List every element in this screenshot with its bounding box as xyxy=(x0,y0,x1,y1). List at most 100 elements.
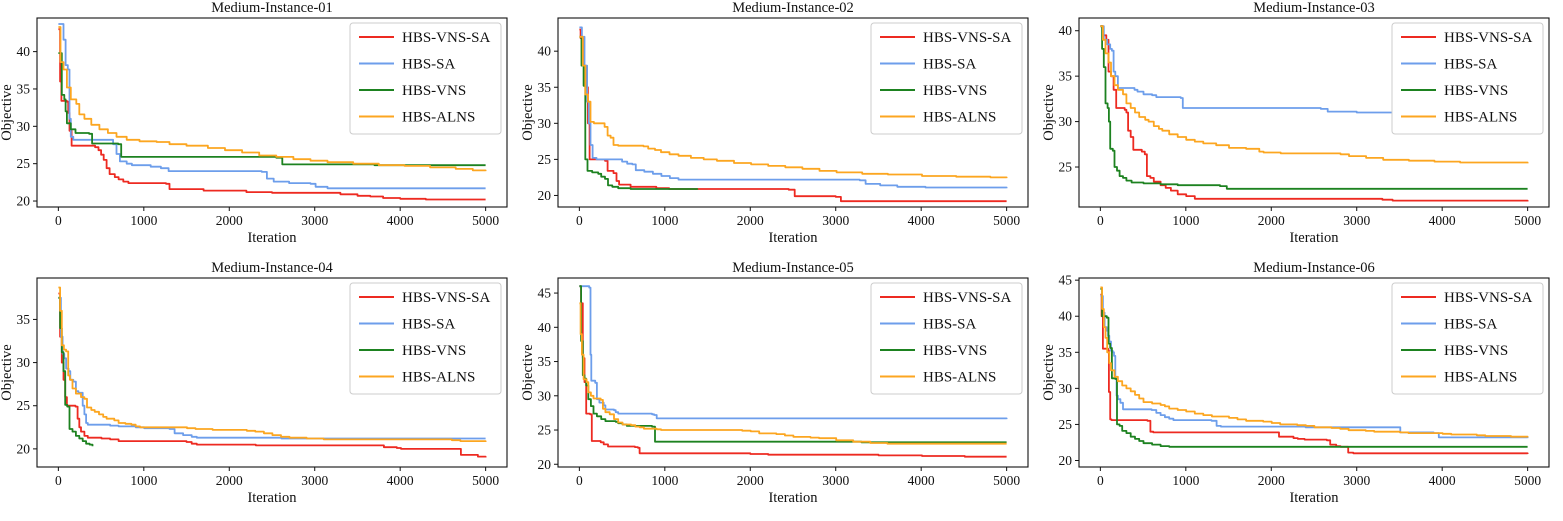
legend-label-hbs-alns: HBS-ALNS xyxy=(1444,110,1517,126)
x-axis-label: Iteration xyxy=(247,490,297,506)
axes-spines xyxy=(557,17,1029,208)
legend-label-hbs-vns: HBS-VNS xyxy=(923,343,987,359)
chart-svg-medium-instance-02: Medium-Instance-02 20 25 30 35 40 0 1000 2000 300… xyxy=(521,0,1029,246)
y-tick-label: 20 xyxy=(538,188,552,203)
legend-label-hbs-sa: HBS-SA xyxy=(402,317,456,333)
x-tick-label: 5000 xyxy=(1514,473,1541,488)
x-tick-label: 4000 xyxy=(908,213,935,228)
y-tick-label: 40 xyxy=(1059,309,1073,324)
legend-label-hbs-vns: HBS-VNS xyxy=(1444,83,1508,99)
series-group xyxy=(1100,286,1529,455)
y-tick-label: 40 xyxy=(1059,23,1073,38)
x-tick-label: 3000 xyxy=(1343,473,1370,488)
x-tick-label: 5000 xyxy=(472,473,499,488)
x-axis-label: Iteration xyxy=(768,490,818,506)
chart-svg-medium-instance-01: Medium-Instance-01 20 25 30 35 40 0 1000 2000 300… xyxy=(0,0,508,246)
chart-medium-instance-04: Medium-Instance-04 20 25 30 35 0 1000 2000 3000 4… xyxy=(0,260,521,520)
legend-label-hbs-vns: HBS-VNS xyxy=(402,83,466,99)
x-tick-label: 4000 xyxy=(1429,473,1456,488)
x-tick-label: 0 xyxy=(55,213,62,228)
axes-spines xyxy=(36,277,508,468)
legend-label-hbs-vns-sa: HBS-VNS-SA xyxy=(1444,30,1533,46)
legend-label-hbs-vns: HBS-VNS xyxy=(1444,343,1508,359)
legend-label-hbs-sa: HBS-SA xyxy=(1444,317,1498,333)
x-tick-label: 1000 xyxy=(1172,473,1199,488)
legend-label-hbs-vns: HBS-VNS xyxy=(923,83,987,99)
y-tick-label: 20 xyxy=(1059,453,1073,468)
x-tick-label: 4000 xyxy=(1429,213,1456,228)
legend-box xyxy=(349,282,502,395)
chart-svg-medium-instance-06: Medium-Instance-06 20 25 30 35 40 45 0 1000 2000 3… xyxy=(1042,260,1550,506)
axes-spines xyxy=(1078,277,1550,468)
series-line-hbs-sa xyxy=(579,285,1008,420)
y-tick-label: 30 xyxy=(1059,381,1073,396)
y-tick-label: 25 xyxy=(538,423,552,438)
series-line-hbs-alns xyxy=(579,302,1007,445)
x-tick-label: 2000 xyxy=(737,213,764,228)
series-line-hbs-alns xyxy=(58,26,487,172)
y-tick-label: 30 xyxy=(538,116,552,131)
chart-medium-instance-03: Medium-Instance-03 25 30 35 40 0 1000 2000 3000 4… xyxy=(1042,0,1563,260)
legend-box xyxy=(1391,282,1544,395)
y-tick-label: 25 xyxy=(538,152,552,167)
y-tick-label: 40 xyxy=(538,44,552,59)
x-tick-label: 5000 xyxy=(993,213,1020,228)
y-axis-label: Objective xyxy=(1042,344,1057,400)
legend-label-hbs-vns-sa: HBS-VNS-SA xyxy=(402,30,491,46)
y-axis-label: Objective xyxy=(1042,84,1057,140)
y-tick-label: 30 xyxy=(17,119,31,134)
x-tick-label: 0 xyxy=(576,213,583,228)
y-tick-label: 20 xyxy=(538,457,552,472)
y-tick-label: 35 xyxy=(1059,69,1073,84)
x-tick-label: 4000 xyxy=(387,473,414,488)
y-tick-label: 25 xyxy=(17,398,31,413)
x-axis-label: Iteration xyxy=(1289,230,1339,246)
x-tick-label: 0 xyxy=(576,473,583,488)
legend-label-hbs-sa: HBS-SA xyxy=(923,57,977,73)
x-tick-label: 3000 xyxy=(822,213,849,228)
y-tick-label: 35 xyxy=(1059,345,1073,360)
x-tick-label: 1000 xyxy=(130,213,157,228)
series-group xyxy=(58,23,487,201)
legend-label-hbs-sa: HBS-SA xyxy=(402,57,456,73)
series-line-hbs-sa xyxy=(1100,25,1528,114)
y-axis-label: Objective xyxy=(521,344,536,400)
x-axis-label: Iteration xyxy=(1289,490,1339,506)
legend-label-hbs-alns: HBS-ALNS xyxy=(402,110,475,126)
x-tick-label: 3000 xyxy=(301,473,328,488)
axes-spines xyxy=(1078,17,1550,208)
x-tick-label: 2000 xyxy=(216,473,243,488)
x-tick-label: 0 xyxy=(1097,213,1104,228)
series-line-hbs-sa xyxy=(579,26,1008,189)
x-tick-label: 1000 xyxy=(651,213,678,228)
x-tick-label: 5000 xyxy=(993,473,1020,488)
series-line-hbs-sa xyxy=(58,23,486,190)
legend-label-hbs-alns: HBS-ALNS xyxy=(1444,370,1517,386)
legend-label-hbs-vns: HBS-VNS xyxy=(402,343,466,359)
series-line-hbs-vns xyxy=(1100,25,1528,190)
legend-label-hbs-alns: HBS-ALNS xyxy=(923,110,996,126)
legend-label-hbs-alns: HBS-ALNS xyxy=(923,370,996,386)
series-group xyxy=(579,26,1008,203)
chart-title: Medium-Instance-03 xyxy=(1253,0,1375,16)
x-tick-label: 0 xyxy=(1097,473,1104,488)
y-tick-label: 35 xyxy=(17,81,31,96)
series-line-hbs-vns xyxy=(1100,287,1528,448)
legend-label-hbs-sa: HBS-SA xyxy=(1444,57,1498,73)
x-tick-label: 4000 xyxy=(387,213,414,228)
x-tick-label: 2000 xyxy=(1258,473,1285,488)
y-tick-label: 20 xyxy=(17,441,31,456)
chart-medium-instance-01: Medium-Instance-01 20 25 30 35 40 0 1000 2000 300… xyxy=(0,0,521,260)
x-tick-label: 2000 xyxy=(1258,213,1285,228)
series-line-hbs-alns xyxy=(1100,25,1529,164)
chart-title: Medium-Instance-05 xyxy=(732,260,854,276)
series-line-hbs-vns xyxy=(58,296,94,447)
x-tick-label: 5000 xyxy=(1514,213,1541,228)
chart-svg-medium-instance-04: Medium-Instance-04 20 25 30 35 0 1000 2000 3000 4… xyxy=(0,260,508,506)
legend-label-hbs-alns: HBS-ALNS xyxy=(402,370,475,386)
series-line-hbs-sa xyxy=(58,296,486,440)
legend-box xyxy=(870,22,1023,135)
series-group xyxy=(1100,25,1529,202)
chart-svg-medium-instance-03: Medium-Instance-03 25 30 35 40 0 1000 2000 3000 4… xyxy=(1042,0,1550,246)
